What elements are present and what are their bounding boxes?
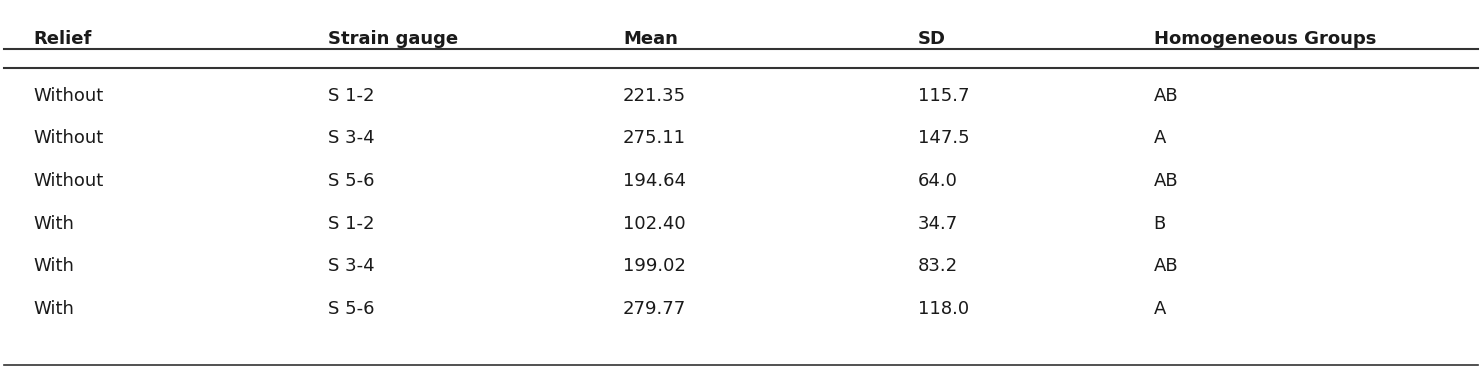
Text: 147.5: 147.5 bbox=[917, 129, 969, 147]
Text: 279.77: 279.77 bbox=[622, 300, 686, 318]
Text: Without: Without bbox=[34, 172, 104, 190]
Text: Without: Without bbox=[34, 129, 104, 147]
Text: 199.02: 199.02 bbox=[622, 257, 686, 275]
Text: S 5-6: S 5-6 bbox=[329, 172, 375, 190]
Text: A: A bbox=[1153, 300, 1166, 318]
Text: AB: AB bbox=[1153, 257, 1178, 275]
Text: Relief: Relief bbox=[34, 30, 92, 48]
Text: S 1-2: S 1-2 bbox=[329, 215, 375, 233]
Text: Without: Without bbox=[34, 87, 104, 105]
Text: Strain gauge: Strain gauge bbox=[329, 30, 458, 48]
Text: With: With bbox=[34, 215, 74, 233]
Text: With: With bbox=[34, 257, 74, 275]
Text: Mean: Mean bbox=[622, 30, 677, 48]
Text: With: With bbox=[34, 300, 74, 318]
Text: S 3-4: S 3-4 bbox=[329, 257, 375, 275]
Text: S 1-2: S 1-2 bbox=[329, 87, 375, 105]
Text: AB: AB bbox=[1153, 172, 1178, 190]
Text: 102.40: 102.40 bbox=[622, 215, 686, 233]
Text: AB: AB bbox=[1153, 87, 1178, 105]
Text: 194.64: 194.64 bbox=[622, 172, 686, 190]
Text: A: A bbox=[1153, 129, 1166, 147]
Text: 34.7: 34.7 bbox=[917, 215, 957, 233]
Text: B: B bbox=[1153, 215, 1166, 233]
Text: 275.11: 275.11 bbox=[622, 129, 686, 147]
Text: 83.2: 83.2 bbox=[917, 257, 957, 275]
Text: S 5-6: S 5-6 bbox=[329, 300, 375, 318]
Text: 221.35: 221.35 bbox=[622, 87, 686, 105]
Text: 118.0: 118.0 bbox=[917, 300, 969, 318]
Text: Homogeneous Groups: Homogeneous Groups bbox=[1153, 30, 1375, 48]
Text: 64.0: 64.0 bbox=[917, 172, 957, 190]
Text: S 3-4: S 3-4 bbox=[329, 129, 375, 147]
Text: SD: SD bbox=[917, 30, 946, 48]
Text: 115.7: 115.7 bbox=[917, 87, 969, 105]
